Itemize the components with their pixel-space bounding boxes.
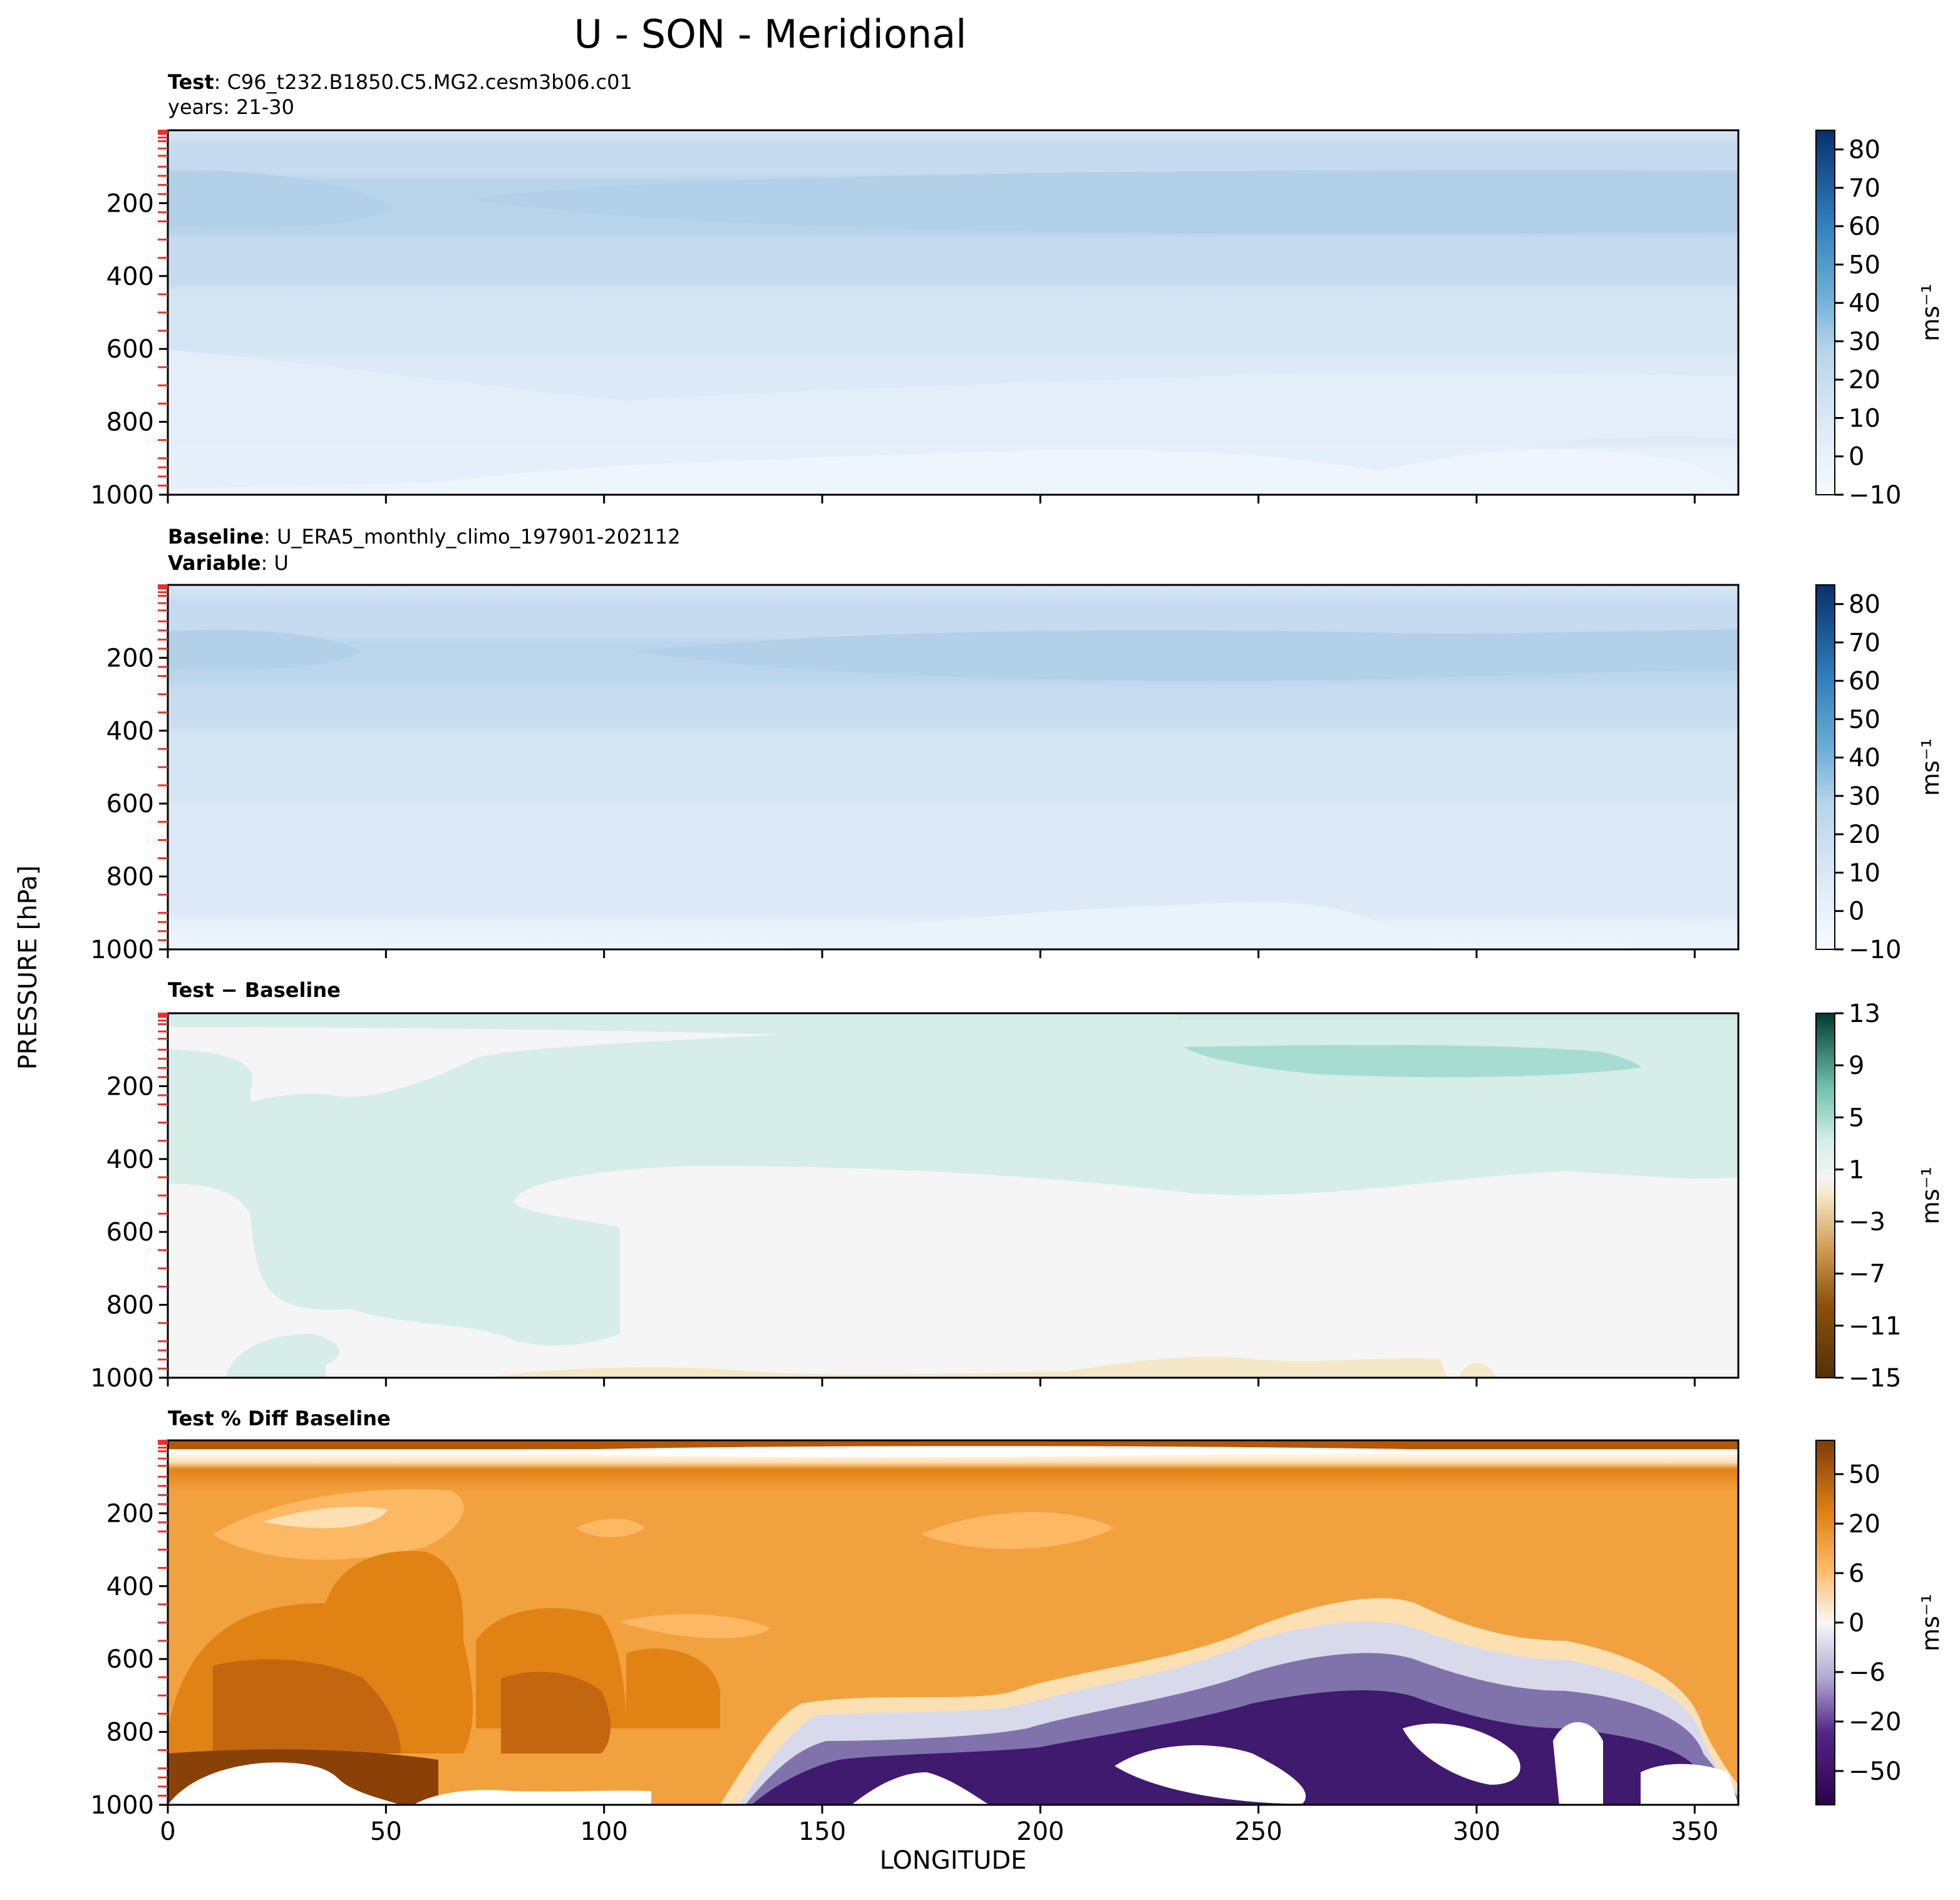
colorbar-tick-label: 50: [1849, 1460, 1880, 1489]
y-tick-label: 800: [106, 408, 154, 437]
y-tick-label: 600: [106, 1218, 154, 1247]
colorbar-pctdiff: [1815, 1440, 1835, 1805]
svg-text:Test − Baseline: Test − Baseline: [168, 978, 341, 1002]
colorbar-tick-label: 80: [1849, 591, 1880, 619]
svg-text:Variable: U: Variable: U: [168, 551, 289, 575]
panel-pctdiff-field: [168, 1440, 1738, 1805]
colorbar-tick-label: −15: [1849, 1364, 1901, 1393]
colorbar-tick-label: 6: [1849, 1559, 1864, 1588]
colorbar-tick-label: 60: [1849, 212, 1880, 241]
colorbar-tick-label: −10: [1849, 481, 1901, 510]
panel-baseline-title-text-2: : U: [261, 551, 289, 575]
panel-diff: Test − Baseline: [167, 978, 1740, 1379]
colorbar-tick-label: 20: [1849, 820, 1880, 849]
panel-pctdiff-title-bold-1: Test % Diff Baseline: [168, 1407, 391, 1430]
y-tick-label: 600: [106, 1645, 154, 1674]
colorbar-tick-label: 70: [1849, 629, 1880, 658]
x-tick-label: 250: [1234, 1817, 1282, 1846]
colorbar-tick-label: −50: [1849, 1757, 1901, 1786]
colorbar-tick-label: 50: [1849, 250, 1880, 279]
axes-layer: 2004006008001000200400600800100020040060…: [90, 130, 1719, 1846]
y-tick-label: 600: [106, 335, 154, 364]
x-axis-label: LONGITUDE: [880, 1846, 1027, 1875]
panel-baseline-title-bold-2: Variable: [168, 551, 261, 575]
colorbar-tick-label: 0: [1849, 443, 1864, 472]
colorbar-tick-label: 40: [1849, 289, 1880, 318]
y-tick-label: 1000: [90, 1791, 154, 1820]
colorbar-tick-label: 30: [1849, 782, 1880, 811]
x-tick-label: 150: [798, 1817, 846, 1846]
colorbar-tick-label: 80: [1849, 136, 1880, 165]
colorbar-label: ms⁻¹: [1917, 1167, 1944, 1224]
colorbar-tick-label: 20: [1849, 366, 1880, 395]
colorbar-tick-label: 50: [1849, 705, 1880, 734]
colorbar-tick-label: 0: [1849, 897, 1864, 926]
colorbar-baseline: [1815, 584, 1835, 950]
y-tick-label: 1000: [90, 936, 154, 964]
colorbar-ticks-layer: 80706050403020100−10ms⁻¹8070605040302010…: [1835, 136, 1944, 1786]
colorbar-tick-label: −10: [1849, 936, 1901, 964]
colorbar-tick-label: 0: [1849, 1609, 1864, 1638]
colorbar-tick-label: 10: [1849, 404, 1880, 433]
svg-text:Baseline: U_ERA5_monthly_climo: Baseline: U_ERA5_monthly_climo_197901-20…: [168, 525, 681, 549]
y-tick-label: 400: [106, 262, 154, 291]
panel-baseline-title-bold-1: Baseline: [168, 525, 264, 549]
panel-baseline-title-text-1: : U_ERA5_monthly_climo_197901-202112: [264, 525, 680, 549]
colorbar-tick-label: −6: [1849, 1658, 1885, 1687]
colorbar-tick-label: 13: [1849, 999, 1880, 1028]
y-tick-label: 800: [106, 863, 154, 892]
y-tick-label: 800: [106, 1718, 154, 1747]
colorbar-tick-label: 20: [1849, 1510, 1880, 1539]
y-tick-label: 400: [106, 1572, 154, 1601]
x-tick-label: 300: [1453, 1817, 1500, 1846]
y-tick-label: 200: [106, 644, 154, 673]
colorbar-tick-label: 5: [1849, 1103, 1864, 1132]
colorbar-tick-label: 60: [1849, 667, 1880, 696]
y-tick-label: 200: [106, 1499, 154, 1528]
y-tick-label: 200: [106, 1072, 154, 1101]
colorbar-test: [1815, 130, 1835, 495]
x-tick-label: 100: [580, 1817, 627, 1846]
x-tick-label: 350: [1671, 1817, 1718, 1846]
y-tick-label: 400: [106, 717, 154, 746]
panel-diff-field: [168, 1013, 1738, 1378]
svg-text:Test: C96_t232.B1850.C5.MG2.ce: Test: C96_t232.B1850.C5.MG2.cesm3b06.c01: [168, 70, 632, 94]
colorbar-tick-label: 40: [1849, 744, 1880, 773]
x-tick-label: 200: [1016, 1817, 1064, 1846]
colorbar-tick-label: 9: [1849, 1051, 1864, 1080]
colorbar-tick-label: −11: [1849, 1312, 1901, 1341]
panel-test-title-text-2: years: 21-30: [168, 95, 294, 119]
panel-test-title-text-1: : C96_t232.B1850.C5.MG2.cesm3b06.c01: [214, 70, 632, 94]
y-axis-label: PRESSURE [hPa]: [14, 865, 43, 1070]
panel-pctdiff: Test % Diff Baseline: [167, 1407, 1740, 1806]
y-tick-label: 800: [106, 1291, 154, 1320]
y-tick-label: 1000: [90, 481, 154, 510]
colorbar-diff: [1815, 1013, 1835, 1378]
colorbar-tick-label: 30: [1849, 328, 1880, 356]
colorbar-label: ms⁻¹: [1917, 738, 1944, 796]
y-tick-label: 200: [106, 189, 154, 218]
colorbar-label: ms⁻¹: [1917, 1594, 1944, 1651]
panel-baseline: Baseline: U_ERA5_monthly_climo_197901-20…: [167, 525, 1740, 951]
colorbar-label: ms⁻¹: [1917, 284, 1944, 341]
colorbar-tick-label: 10: [1849, 859, 1880, 887]
figure-title: U - SON - Meridional: [574, 11, 967, 57]
y-tick-label: 400: [106, 1145, 154, 1174]
panel-diff-title-bold-1: Test − Baseline: [168, 978, 341, 1002]
panel-test-field: [168, 130, 1738, 495]
y-tick-label: 600: [106, 790, 154, 818]
panel-test: Test: C96_t232.B1850.C5.MG2.cesm3b06.c01…: [167, 70, 1740, 496]
colorbar-tick-label: −3: [1849, 1208, 1885, 1237]
colorbar-tick-label: −7: [1849, 1260, 1885, 1289]
svg-text:Test % Diff Baseline: Test % Diff Baseline: [168, 1407, 391, 1430]
panel-baseline-field: [168, 585, 1738, 949]
x-tick-label: 0: [160, 1817, 175, 1846]
colorbar-tick-label: 1: [1849, 1155, 1864, 1184]
y-tick-label: 1000: [90, 1364, 154, 1393]
colorbar-tick-label: 70: [1849, 174, 1880, 203]
colorbar-tick-label: −20: [1849, 1708, 1901, 1737]
panel-test-title-bold-1: Test: [168, 70, 214, 94]
x-tick-label: 50: [370, 1817, 402, 1846]
